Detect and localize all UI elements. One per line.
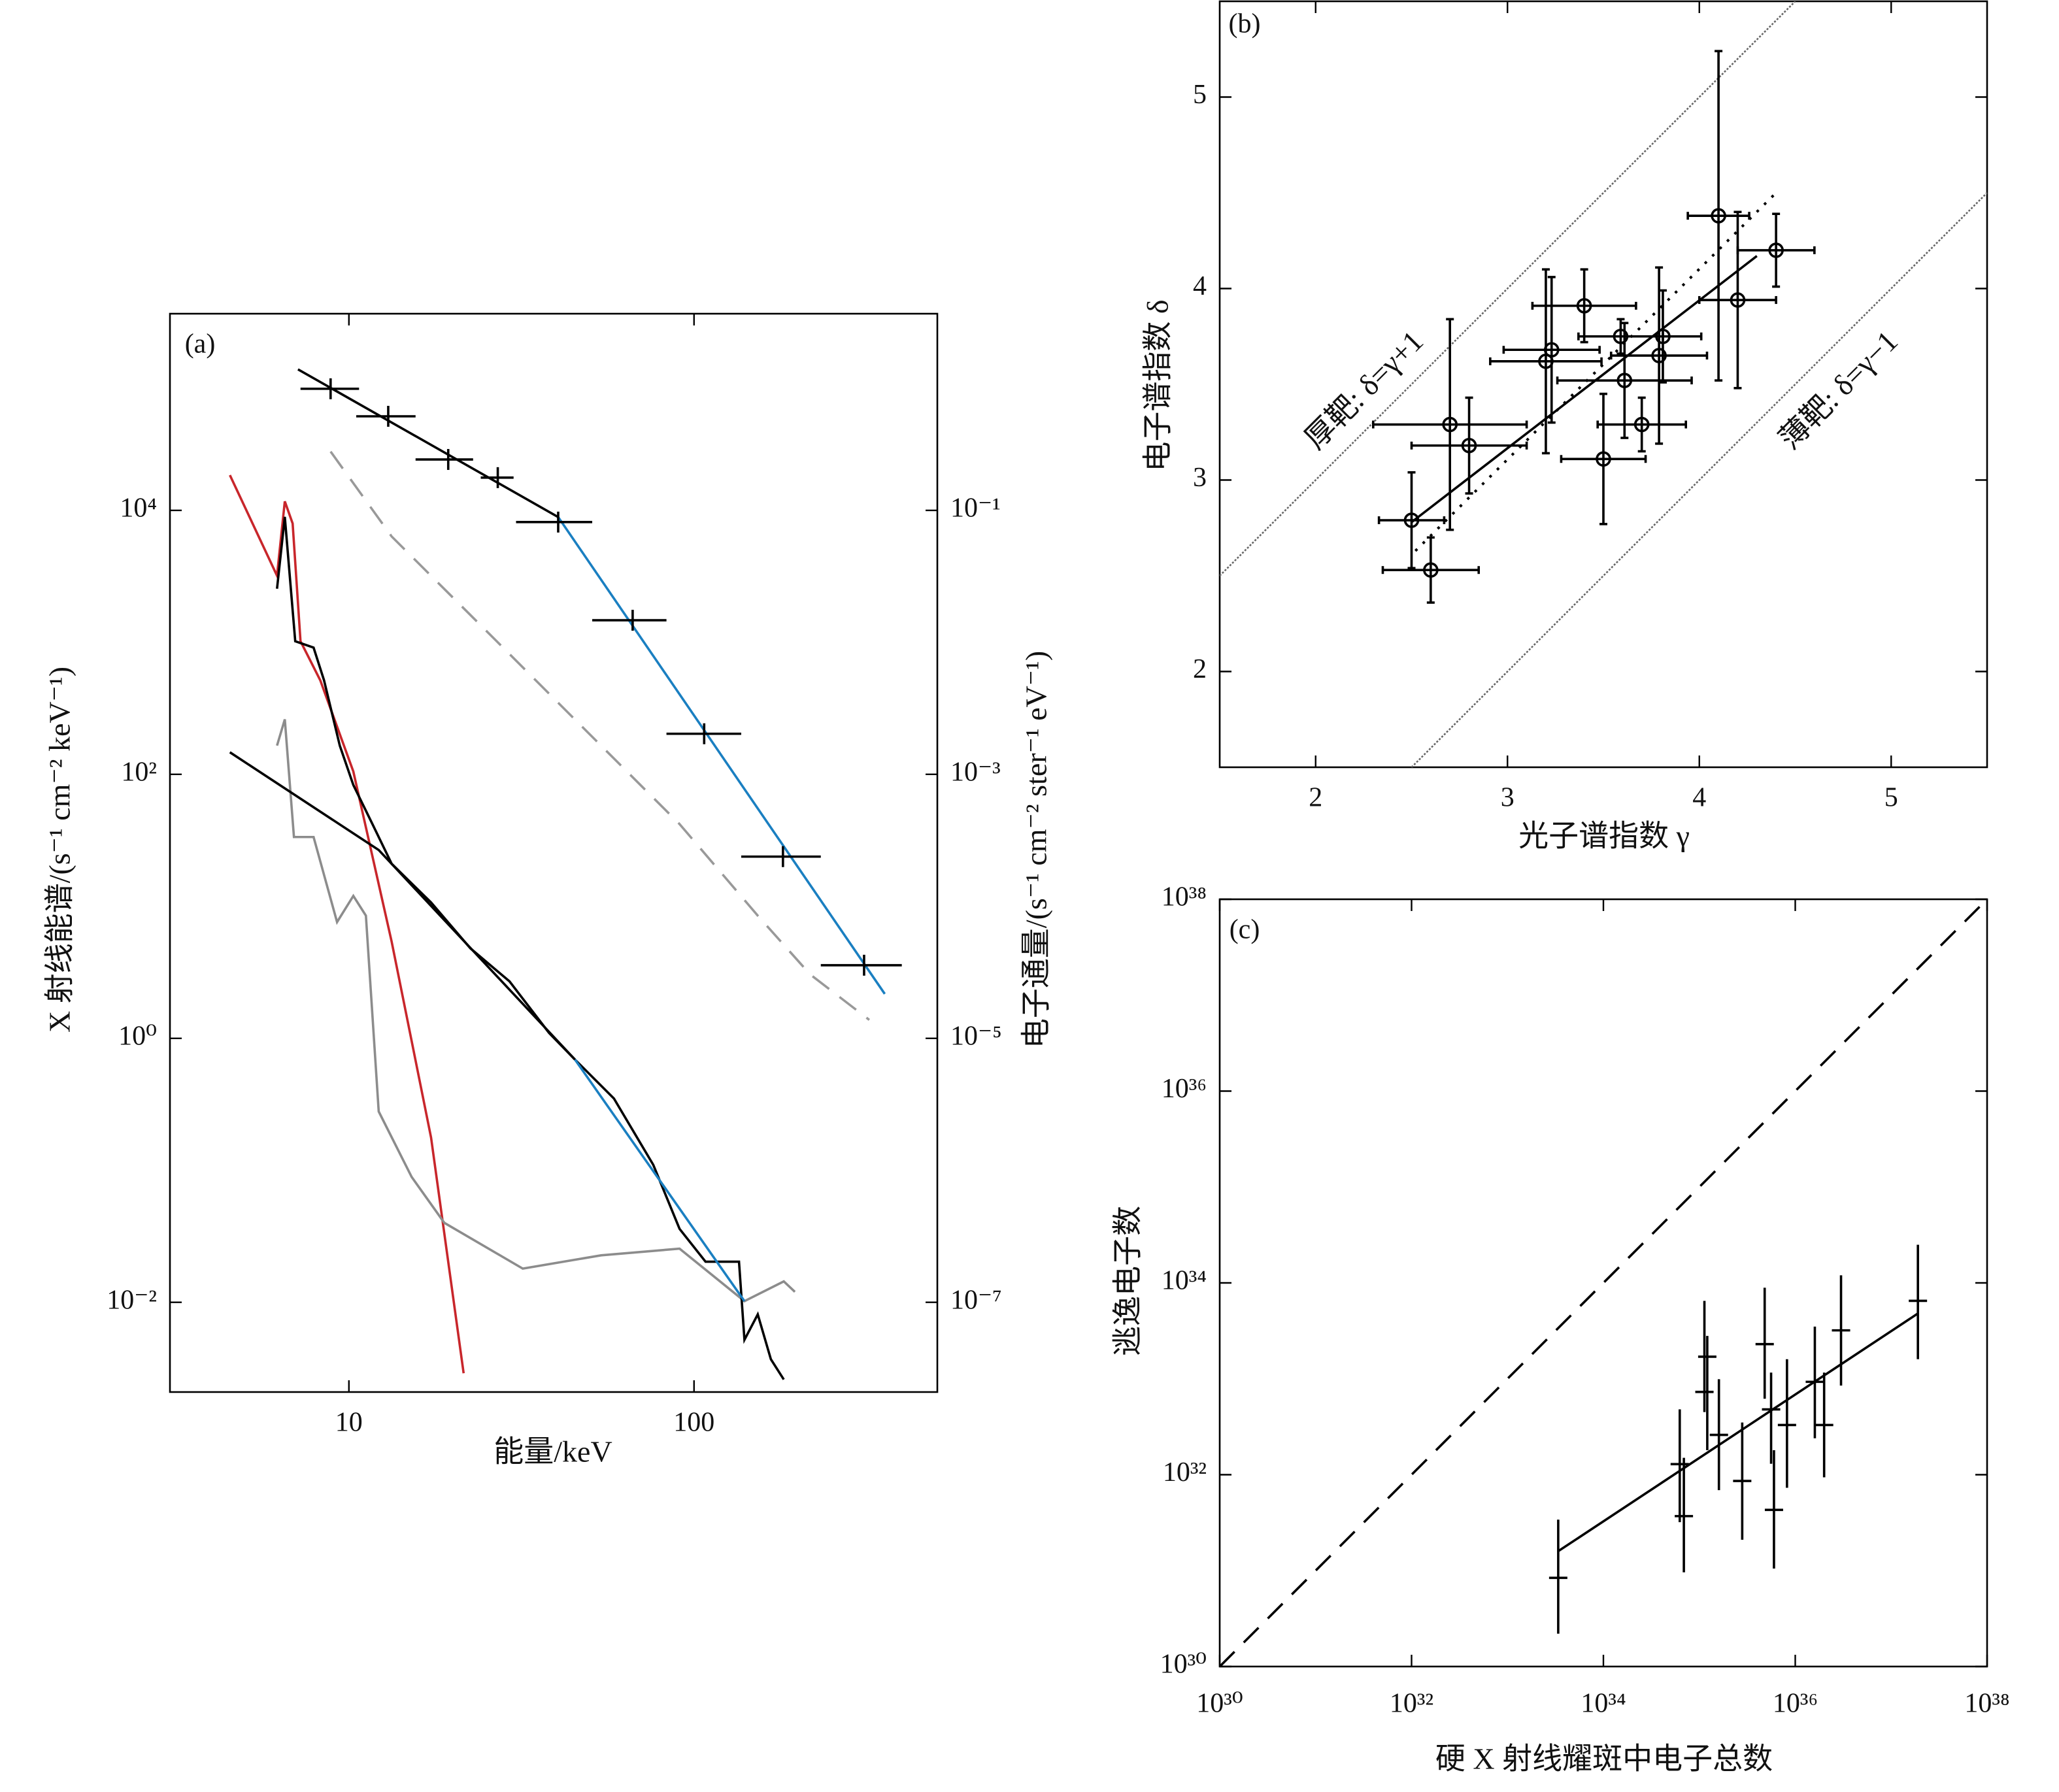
y-tick-label: 5 [1193, 80, 1207, 110]
x-tick-label: 10 [335, 1408, 363, 1438]
plot-area [1220, 899, 1987, 1667]
y-tick-label: 10³⁸ [1162, 882, 1207, 912]
panel-label: (b) [1229, 9, 1261, 39]
y-tick-label: 10³⁶ [1162, 1074, 1207, 1104]
series-line [229, 751, 576, 1061]
point [1711, 208, 1726, 224]
y-tick-label: 10⁴ [120, 493, 157, 523]
y-axis-title: 逃逸电子数 [1111, 1206, 1145, 1356]
plot-area [229, 368, 886, 1380]
panel-label: (c) [1230, 915, 1260, 945]
series-line [297, 368, 559, 518]
point [1403, 512, 1420, 528]
y-tick-label: 10² [121, 757, 157, 787]
series-line [1558, 1312, 1919, 1552]
x-axis-title: 硬 X 射线耀斑中电子总数 [1435, 1742, 1773, 1776]
panel: 10³⁰ 10³² 10³⁴ 10³⁶ 10³⁸ 10³⁰ 10³² 10³⁴ 10³⁶ 10³⁸… [1111, 882, 2010, 1776]
series-line [1220, 1, 1796, 576]
y-tick-label: 3 [1193, 463, 1207, 493]
series-line [1414, 191, 1777, 552]
y2-tick-label: 10⁻³ [950, 757, 1001, 787]
point [1543, 342, 1560, 358]
plot-frame [169, 312, 939, 1393]
panel: 10 100 10⁴ 10² 10⁰ 10⁻² 10⁻¹ 10⁻³ 10⁻⁵ 10⁻⁷ (a) 能量/… [43, 312, 1053, 1468]
y-tick-label: 10³⁰ [1160, 1650, 1207, 1680]
point [1442, 416, 1458, 433]
plot-frame [1218, 0, 1988, 769]
x-tick-label: 5 [1884, 783, 1898, 813]
series-line [276, 516, 785, 1380]
plot-area [1220, 1, 1987, 767]
point [1633, 416, 1650, 433]
panel: 2 3 4 5 2 3 4 5 (b) 光子谱指数 γ 电子谱指数 δ 厚靶: δ=γ+1 薄靶: δ=… [1141, 0, 1988, 853]
x-axis-title: 光子谱指数 γ [1518, 820, 1690, 853]
y2-tick-label: 10⁻⁷ [950, 1285, 1002, 1315]
x-tick-label: 10³⁸ [1964, 1689, 2009, 1719]
x-tick-label: 2 [1309, 783, 1322, 813]
y2-axis-title: 电子通量/(s⁻¹ cm⁻² ster⁻¹ eV⁻¹) [1020, 651, 1053, 1048]
series-line [557, 516, 886, 995]
series-line [1411, 192, 1987, 767]
y-tick-label: 2 [1193, 654, 1207, 684]
y-tick-label: 10³² [1163, 1457, 1207, 1487]
annotation: 厚靶: δ=γ+1 [1298, 324, 1430, 456]
series-line [1220, 899, 1987, 1667]
y2-tick-label: 10⁻¹ [950, 493, 1001, 523]
point [1655, 328, 1671, 344]
point [1596, 451, 1611, 467]
annotation: 薄靶: δ=γ−1 [1773, 324, 1904, 456]
y-axis-title: X 射线能谱/(s⁻¹ cm⁻² keV⁻¹) [43, 667, 76, 1033]
x-tick-label: 100 [673, 1408, 714, 1438]
point [1576, 298, 1592, 314]
point [1730, 292, 1746, 308]
point [1461, 437, 1477, 454]
y-tick-label: 10⁰ [118, 1021, 157, 1051]
series-line [329, 450, 870, 1021]
x-tick-label: 3 [1501, 783, 1515, 813]
series-line [276, 719, 796, 1303]
x-tick-label: 10³⁰ [1196, 1689, 1243, 1719]
y-tick-label: 4 [1193, 271, 1207, 301]
point [1616, 373, 1633, 388]
x-tick-label: 10³⁴ [1581, 1689, 1626, 1719]
y2-tick-label: 10⁻⁵ [950, 1021, 1002, 1051]
series-line [574, 1059, 746, 1302]
x-tick-label: 10³⁶ [1773, 1689, 1818, 1719]
point [1423, 562, 1439, 578]
y-axis-title: 电子谱指数 δ [1141, 299, 1175, 471]
x-tick-label: 10³² [1390, 1689, 1433, 1719]
point [1651, 348, 1667, 363]
x-axis-title: 能量/keV [494, 1435, 612, 1468]
x-tick-label: 4 [1692, 783, 1706, 813]
y-tick-label: 10⁻² [107, 1285, 157, 1315]
series-line [229, 474, 465, 1374]
y-tick-label: 10³⁴ [1162, 1266, 1207, 1296]
point [1768, 242, 1784, 258]
panel-label: (a) [185, 329, 216, 359]
